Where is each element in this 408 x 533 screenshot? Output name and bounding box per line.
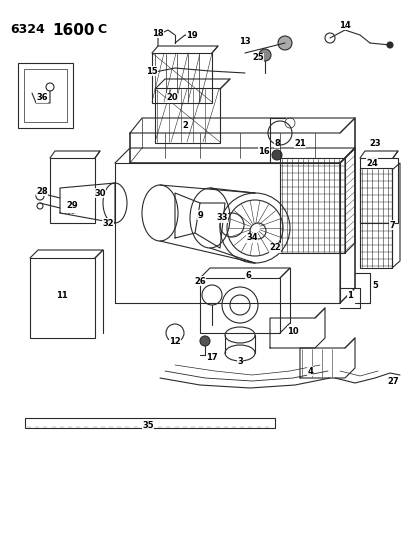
- Text: 15: 15: [146, 67, 158, 76]
- Text: 35: 35: [142, 421, 154, 430]
- Bar: [152, 53, 212, 103]
- Text: 28: 28: [36, 187, 48, 196]
- Text: 2: 2: [182, 120, 188, 130]
- Text: 32: 32: [102, 219, 114, 228]
- Bar: [25, 418, 275, 428]
- Text: 7: 7: [389, 221, 395, 230]
- Text: 36: 36: [36, 93, 48, 102]
- Bar: [24, 69, 67, 122]
- Bar: [30, 258, 95, 338]
- Text: 14: 14: [339, 20, 351, 29]
- Circle shape: [278, 36, 292, 50]
- Circle shape: [259, 49, 271, 61]
- Text: 6324: 6324: [10, 23, 45, 36]
- Text: 3: 3: [237, 357, 243, 366]
- Bar: [155, 88, 220, 143]
- Bar: [200, 278, 280, 333]
- Text: 6: 6: [245, 271, 251, 279]
- Text: 1: 1: [347, 290, 353, 300]
- Text: 25: 25: [252, 53, 264, 62]
- Text: 29: 29: [66, 200, 78, 209]
- Bar: [280, 158, 345, 253]
- Text: 13: 13: [239, 36, 251, 45]
- Text: 27: 27: [387, 376, 399, 385]
- Text: 11: 11: [56, 290, 68, 300]
- Text: 12: 12: [169, 336, 181, 345]
- Text: C: C: [97, 23, 106, 36]
- Text: 22: 22: [269, 244, 281, 253]
- Bar: [18, 63, 73, 128]
- Text: 17: 17: [206, 353, 218, 362]
- Text: 20: 20: [166, 93, 178, 102]
- Text: 30: 30: [94, 189, 106, 198]
- Text: 23: 23: [369, 139, 381, 148]
- Circle shape: [272, 150, 282, 160]
- Text: 16: 16: [258, 147, 270, 156]
- Text: 9: 9: [197, 211, 203, 220]
- Text: 24: 24: [366, 158, 378, 167]
- Text: 19: 19: [186, 30, 198, 39]
- Text: 4: 4: [307, 367, 313, 376]
- Text: 1600: 1600: [52, 23, 95, 38]
- Text: 8: 8: [274, 139, 280, 148]
- Text: 21: 21: [294, 139, 306, 148]
- Text: 26: 26: [194, 277, 206, 286]
- Bar: [360, 168, 392, 268]
- Text: 33: 33: [216, 214, 228, 222]
- Circle shape: [200, 336, 210, 346]
- Bar: [360, 158, 398, 223]
- Text: 10: 10: [287, 327, 299, 335]
- Bar: [50, 158, 95, 223]
- Text: 34: 34: [246, 233, 258, 243]
- Text: 18: 18: [152, 28, 164, 37]
- Text: 5: 5: [372, 280, 378, 289]
- Circle shape: [387, 42, 393, 48]
